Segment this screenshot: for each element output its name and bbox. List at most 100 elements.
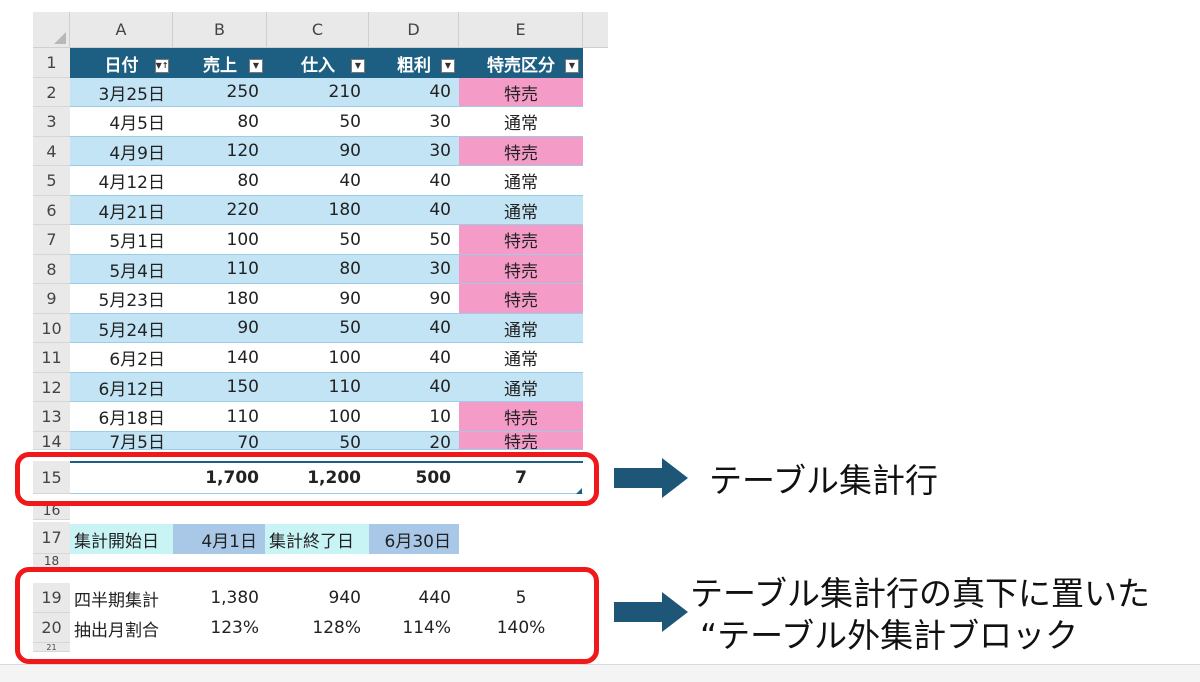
ratio-sales[interactable]: 123% [210,618,259,638]
table-cell-sales[interactable]: 140 [173,343,267,373]
period-start-value[interactable]: 4月1日 [173,524,265,554]
filter-dropdown-icon[interactable]: ▼ [565,59,579,73]
column-header-e[interactable]: E [459,12,583,48]
table-cell-purchase[interactable]: 50 [267,314,369,343]
table-cell-sales[interactable]: 110 [173,402,267,432]
row-header-17[interactable]: 17 [33,522,70,554]
filter-dropdown-icon[interactable]: ▼ [249,59,263,73]
table-cell-purchase[interactable]: 100 [267,402,369,432]
table-cell-date[interactable]: 6月2日 [70,343,173,373]
table-cell-date[interactable]: 7月5日 [70,432,173,450]
select-all-corner[interactable] [33,12,70,48]
table-cell-sale-type[interactable]: 特売 [459,137,583,166]
table-cell-sales[interactable]: 150 [173,373,267,402]
table-cell-sale-type[interactable]: 通常 [459,196,583,225]
row-header-18[interactable]: 18 [33,554,70,568]
row-header-6[interactable]: 6 [33,196,70,225]
table-cell-sales[interactable]: 90 [173,314,267,343]
table-cell-sales[interactable]: 220 [173,196,267,225]
column-header-c[interactable]: C [267,12,369,48]
table-cell-gross-profit[interactable]: 20 [369,432,459,450]
table-cell-purchase[interactable]: 100 [267,343,369,373]
table-cell-gross-profit[interactable]: 40 [369,373,459,402]
row-header-8[interactable]: 8 [33,255,70,284]
table-cell-date[interactable]: 5月24日 [70,314,173,343]
row-header-14[interactable]: 14 [33,432,70,451]
quarter-gross-profit[interactable]: 440 [418,588,451,608]
table-cell-sale-type[interactable]: 通常 [459,314,583,343]
table-header-sale-type[interactable]: 特売区分 ▼ [459,48,583,78]
table-cell-purchase[interactable]: 180 [267,196,369,225]
table-cell-sale-type[interactable]: 特売 [459,432,583,450]
row-header-4[interactable]: 4 [33,137,70,166]
table-cell-gross-profit[interactable]: 40 [369,166,459,196]
table-cell-purchase[interactable]: 50 [267,432,369,450]
table-cell-date[interactable]: 5月23日 [70,284,173,314]
table-cell-purchase[interactable]: 50 [267,107,369,137]
row-header-10[interactable]: 10 [33,314,70,343]
table-cell-sales[interactable]: 80 [173,107,267,137]
table-cell-sales[interactable]: 70 [173,432,267,450]
table-cell-gross-profit[interactable]: 30 [369,255,459,284]
row-header-19[interactable]: 19 [33,583,70,613]
total-gross-profit[interactable]: 500 [415,468,452,488]
table-cell-sale-type[interactable]: 特売 [459,255,583,284]
table-cell-sale-type[interactable]: 通常 [459,107,583,137]
table-header-purchase[interactable]: 仕入 ▼ [267,48,369,78]
row-header-13[interactable]: 13 [33,402,70,432]
quarter-special-count[interactable]: 5 [515,588,527,608]
row-header-9[interactable]: 9 [33,284,70,314]
table-cell-purchase[interactable]: 50 [267,225,369,255]
table-cell-purchase[interactable]: 110 [267,373,369,402]
table-cell-purchase[interactable]: 210 [267,78,369,107]
table-cell-sale-type[interactable]: 通常 [459,373,583,402]
table-cell-gross-profit[interactable]: 50 [369,225,459,255]
ratio-purchase[interactable]: 128% [312,618,361,638]
table-cell-purchase[interactable]: 90 [267,137,369,166]
ratio-special-count[interactable]: 140% [496,618,546,638]
table-cell-gross-profit[interactable]: 90 [369,284,459,314]
ratio-gross-profit[interactable]: 114% [402,618,451,638]
table-cell-date[interactable]: 4月5日 [70,107,173,137]
period-end-value[interactable]: 6月30日 [369,524,459,554]
row-header-2[interactable]: 2 [33,78,70,107]
table-cell-sale-type[interactable]: 特売 [459,284,583,314]
row-header-3[interactable]: 3 [33,107,70,137]
column-header-a[interactable]: A [70,12,173,48]
table-cell-sales[interactable]: 120 [173,137,267,166]
filter-dropdown-icon[interactable]: ▼ [351,59,365,73]
table-cell-gross-profit[interactable]: 40 [369,343,459,373]
filter-sort-icon[interactable]: ▼↑ [155,59,169,73]
table-header-sales[interactable]: 売上 ▼ [173,48,267,78]
table-cell-sales[interactable]: 250 [173,78,267,107]
column-header-b[interactable]: B [173,12,267,48]
row-header-11[interactable]: 11 [33,343,70,373]
row-header-1[interactable]: 1 [33,48,70,78]
table-cell-sale-type[interactable]: 特売 [459,78,583,107]
table-cell-gross-profit[interactable]: 10 [369,402,459,432]
table-cell-sale-type[interactable]: 特売 [459,225,583,255]
table-cell-gross-profit[interactable]: 40 [369,314,459,343]
table-cell-gross-profit[interactable]: 30 [369,107,459,137]
table-cell-sales[interactable]: 100 [173,225,267,255]
table-header-gross-profit[interactable]: 粗利 ▼ [369,48,459,78]
row-header-16[interactable]: 16 [33,502,70,520]
table-cell-sales[interactable]: 180 [173,284,267,314]
table-cell-date[interactable]: 4月21日 [70,196,173,225]
table-cell-date[interactable]: 6月12日 [70,373,173,402]
row-header-15[interactable]: 15 [33,461,70,494]
column-header-f-partial[interactable] [583,12,608,48]
row-header-7[interactable]: 7 [33,225,70,255]
table-cell-sale-type[interactable]: 通常 [459,166,583,196]
row-header-5[interactable]: 5 [33,166,70,196]
table-cell-date[interactable]: 6月18日 [70,402,173,432]
table-cell-date[interactable]: 4月12日 [70,166,173,196]
table-cell-purchase[interactable]: 90 [267,284,369,314]
table-header-date[interactable]: 日付 ▼↑ [70,48,173,78]
row-header-20[interactable]: 20 [33,613,70,643]
table-cell-sales[interactable]: 80 [173,166,267,196]
table-cell-purchase[interactable]: 40 [267,166,369,196]
total-purchase[interactable]: 1,200 [307,468,361,488]
quarter-sales[interactable]: 1,380 [210,588,259,608]
resize-handle-icon[interactable] [576,488,582,494]
